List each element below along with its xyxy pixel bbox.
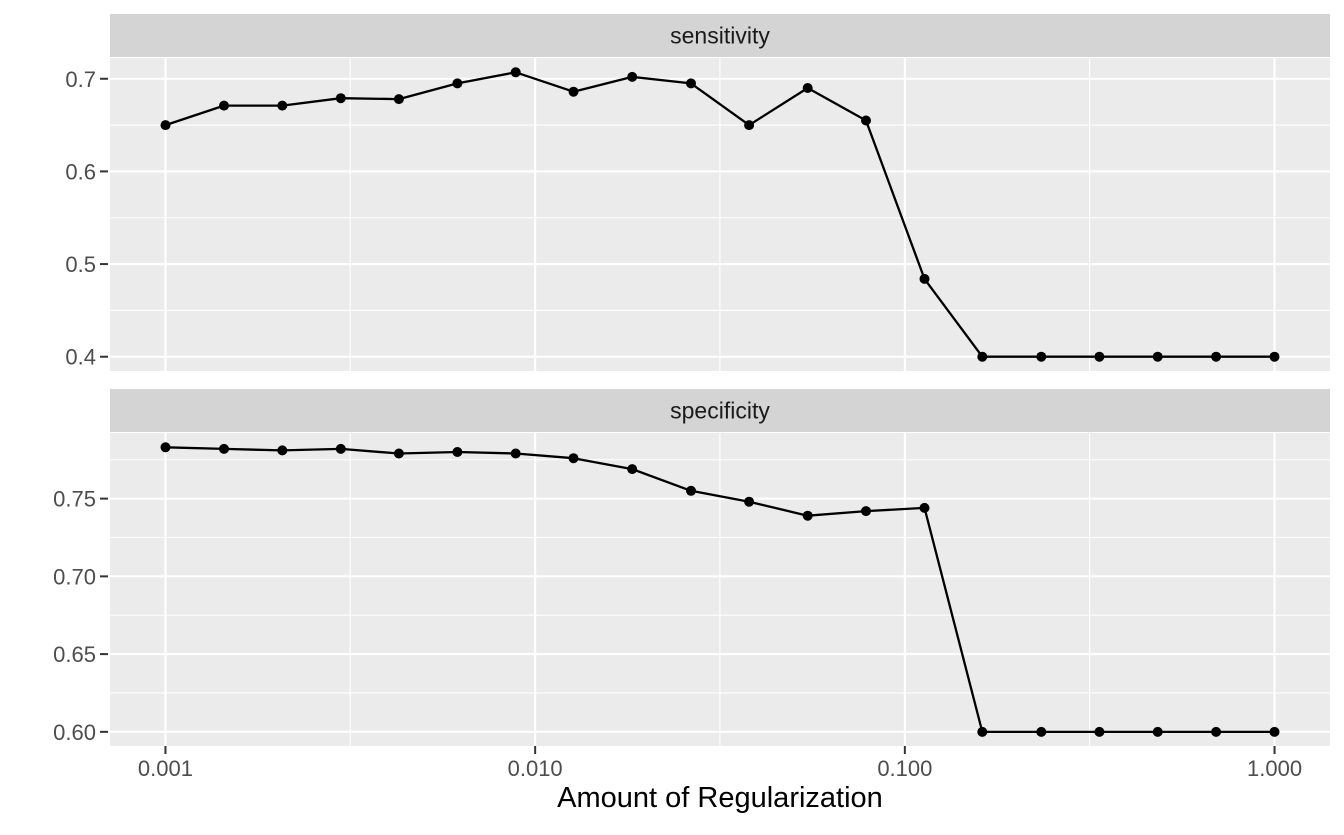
y-tick-label: 0.6: [65, 159, 96, 184]
grid-minor: [110, 58, 1330, 371]
facet-strip-label: sensitivity: [670, 23, 770, 49]
x-tick-label: 0.100: [877, 756, 932, 781]
y-tick-label: 0.5: [65, 252, 96, 277]
data-point: [744, 120, 755, 131]
series-points-specificity: [160, 442, 1280, 737]
y-tick-label: 0.7: [65, 67, 96, 92]
data-point: [686, 78, 696, 89]
grid-major: [110, 58, 1330, 371]
data-point: [919, 502, 930, 513]
y-tick-label: 0.60: [53, 720, 96, 745]
data-point: [452, 78, 463, 89]
data-point: [1211, 726, 1222, 737]
data-point: [977, 351, 988, 362]
y-tick-label: 0.75: [53, 487, 96, 512]
data-point: [1152, 726, 1163, 737]
data-point: [627, 71, 638, 82]
data-point: [568, 453, 579, 464]
data-point: [861, 506, 871, 517]
data-point: [686, 485, 696, 496]
data-point: [160, 120, 171, 131]
data-point: [510, 448, 521, 459]
y-tick-label: 0.65: [53, 642, 96, 667]
grid-major: [110, 433, 1330, 746]
data-point: [160, 442, 171, 453]
data-point: [393, 94, 404, 105]
x-tick-label: 0.001: [138, 756, 193, 781]
facet-strip-background: [110, 14, 1330, 57]
y-tick-label: 0.70: [53, 564, 96, 589]
data-point: [977, 726, 988, 737]
data-point: [277, 445, 288, 456]
data-point: [802, 510, 813, 521]
x-axis-title: Amount of Regularization: [557, 782, 883, 814]
data-point: [1211, 351, 1222, 362]
data-point: [219, 443, 229, 454]
data-point: [1152, 351, 1163, 362]
facet-sensitivity: sensitivity 0.4 0.5 0.6 0.7: [65, 14, 1330, 371]
data-point: [568, 86, 579, 97]
x-axis: 0.001 0.010 0.100 1.000: [138, 746, 1302, 781]
data-point: [393, 448, 404, 459]
chart-root: sensitivity0.40.50.60.7specificity0.600.…: [53, 14, 1330, 814]
data-point: [1036, 351, 1047, 362]
series-line-specificity: [165, 446, 1275, 734]
facet-specificity: specificity 0.60 0.65 0.70 0.75: [53, 389, 1330, 746]
data-point: [452, 447, 463, 457]
facet-strip-label: specificity: [670, 398, 770, 424]
data-point: [219, 100, 229, 111]
data-point: [277, 100, 288, 111]
data-point: [627, 464, 638, 475]
series-points-sensitivity: [160, 67, 1280, 362]
data-point: [1094, 351, 1105, 362]
data-point: [744, 496, 755, 507]
data-point: [510, 67, 521, 78]
data-point: [1094, 726, 1105, 737]
data-point: [1269, 726, 1280, 737]
data-point: [1036, 726, 1047, 737]
data-point: [919, 273, 930, 284]
y-tick-label: 0.4: [65, 345, 96, 370]
facet-strip-background: [110, 389, 1330, 432]
series-line-sensitivity: [165, 71, 1275, 358]
x-tick-label: 0.010: [508, 756, 563, 781]
data-point: [335, 443, 346, 454]
y-axis-sensitivity: 0.4 0.5 0.6 0.7: [65, 67, 108, 370]
data-point: [335, 93, 346, 104]
data-point: [861, 115, 871, 126]
x-tick-label: 1.000: [1247, 756, 1302, 781]
grid-minor: [110, 433, 1330, 746]
data-point: [1269, 351, 1280, 362]
data-point: [802, 83, 813, 93]
y-axis-specificity: 0.60 0.65 0.70 0.75: [53, 487, 108, 745]
